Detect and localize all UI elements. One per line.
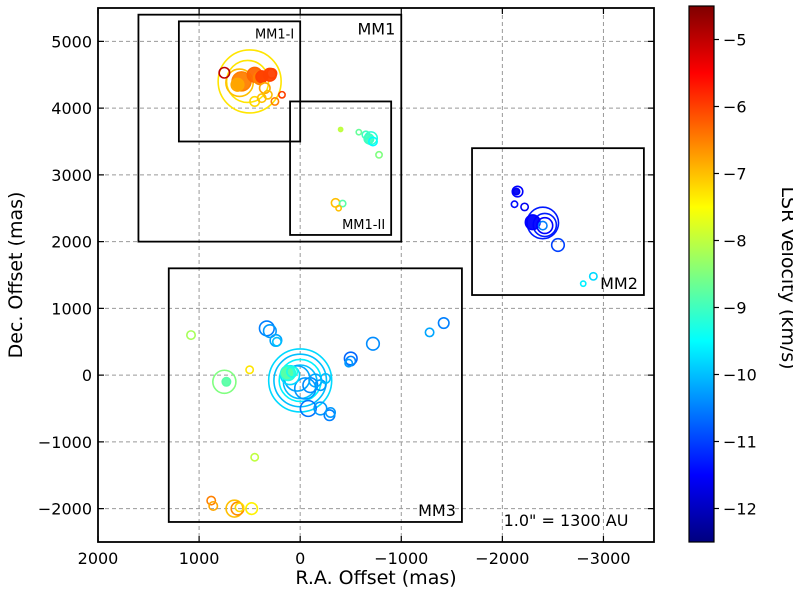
region-label-mm2: MM2 — [600, 274, 638, 293]
maser-spot — [250, 452, 260, 462]
colorbar: −5 −6 −7 −8 −9 −10 −11 −12 LSR Velocity (km/s) — [688, 5, 793, 543]
scale-annotation: 1.0" = 1300 AU — [504, 511, 629, 530]
maser-spot — [324, 406, 337, 419]
region-box-mm1 — [137, 13, 403, 243]
x-tick-label: 1000 — [179, 549, 220, 568]
region-label-mm1-ii: MM1-II — [342, 218, 385, 233]
maser-spot — [579, 280, 587, 288]
colorbar-label: LSR Velocity (km/s) — [777, 186, 793, 369]
maser-spot — [206, 495, 217, 506]
x-tick-label: −3000 — [576, 549, 630, 568]
maser-spot — [267, 348, 333, 413]
maser-spot — [520, 202, 530, 212]
maser-spot — [225, 68, 254, 98]
maser-spots — [186, 49, 598, 518]
x-tick-label: −2000 — [475, 549, 529, 568]
maser-spot — [319, 372, 331, 384]
maser-spot — [375, 150, 383, 159]
maser-spot — [361, 130, 371, 140]
colorbar-gradient — [688, 5, 715, 543]
y-tick-label: 3000 — [51, 166, 92, 185]
maser-spot — [588, 271, 598, 281]
maser-spot — [511, 185, 524, 198]
x-tick-label: −1000 — [374, 549, 428, 568]
y-tick-label: −1000 — [38, 433, 92, 452]
maser-spot — [278, 90, 286, 99]
region-label-mm1: MM1 — [357, 20, 395, 39]
maser-spot — [424, 327, 435, 338]
maser-spot — [338, 199, 347, 208]
maser-spot — [245, 502, 259, 516]
colorbar-tick-label: −10 — [723, 366, 757, 385]
maser-spot — [550, 237, 566, 253]
maser-spot — [258, 82, 271, 95]
y-tick-label: 0 — [82, 366, 92, 385]
plot-frame — [97, 7, 655, 543]
maser-spot — [286, 365, 299, 378]
maser-spot — [218, 66, 231, 79]
maser-spot — [512, 187, 521, 196]
maser-spot — [437, 317, 450, 330]
region-box-mm1-ii — [289, 100, 393, 236]
maser-spot — [510, 200, 519, 209]
regions: MM1 MM1-I MM1-II MM2 MM3 — [137, 13, 645, 523]
x-axis-ticks: 2000 1000 0 −1000 −2000 −3000 — [78, 8, 631, 568]
y-axis-ticks: −2000 −1000 0 1000 2000 3000 4000 5000 — [38, 32, 654, 519]
x-axis-label: R.A. Offset (mas) — [295, 567, 456, 589]
colorbar-tick-label: −5 — [723, 31, 747, 50]
maser-spot — [344, 358, 354, 368]
maser-spot — [365, 336, 381, 351]
y-tick-label: 1000 — [51, 299, 92, 318]
region-box-mm2 — [471, 147, 645, 296]
colorbar-tick-label: −11 — [723, 433, 757, 452]
x-tick-label: 2000 — [78, 549, 119, 568]
maser-spot — [212, 369, 237, 395]
colorbar-tick-label: −7 — [723, 165, 747, 184]
colorbar-tick-label: −8 — [723, 232, 747, 251]
maser-spot — [355, 128, 363, 136]
maser-spot — [221, 376, 232, 387]
maser-spot — [230, 77, 245, 92]
maser-spot — [524, 214, 541, 231]
colorbar-tick-label: −6 — [723, 98, 747, 117]
maser-spot — [208, 500, 219, 511]
colorbar-tick-label: −9 — [723, 299, 747, 318]
maser-spot — [234, 502, 245, 513]
y-axis-label: Dec. Offset (mas) — [5, 192, 27, 359]
region-label-mm1-i: MM1-I — [255, 27, 294, 42]
maser-spot — [537, 220, 548, 231]
maser-spot — [299, 399, 317, 418]
maser-spot — [271, 336, 282, 347]
y-tick-label: −2000 — [38, 500, 92, 519]
region-box-mm1-i — [177, 20, 302, 143]
maser-spot — [335, 204, 343, 212]
maser-spot — [255, 70, 269, 84]
maser-spot — [337, 126, 344, 133]
maser-spot — [256, 93, 267, 104]
colorbar-ticks: −5 −6 −7 −8 −9 −10 −11 −12 — [714, 31, 757, 519]
maser-spot — [367, 136, 378, 147]
region-box-mm3 — [167, 267, 463, 523]
y-tick-label: 5000 — [51, 32, 92, 51]
gridlines — [98, 8, 654, 542]
maser-spot — [270, 96, 280, 106]
maser-spot — [262, 323, 277, 339]
maser-spot — [186, 330, 197, 341]
maser-spot — [245, 365, 255, 375]
region-label-mm3: MM3 — [418, 501, 456, 520]
maser-spot — [217, 49, 282, 114]
maser-spot — [313, 401, 328, 416]
y-tick-label: 2000 — [51, 233, 92, 252]
maser-spot — [266, 67, 278, 79]
x-tick-label: 0 — [295, 549, 305, 568]
maser-spot — [343, 351, 358, 366]
maser-spot — [258, 320, 275, 337]
y-tick-label: 4000 — [51, 99, 92, 118]
colorbar-tick-label: −12 — [723, 500, 757, 519]
